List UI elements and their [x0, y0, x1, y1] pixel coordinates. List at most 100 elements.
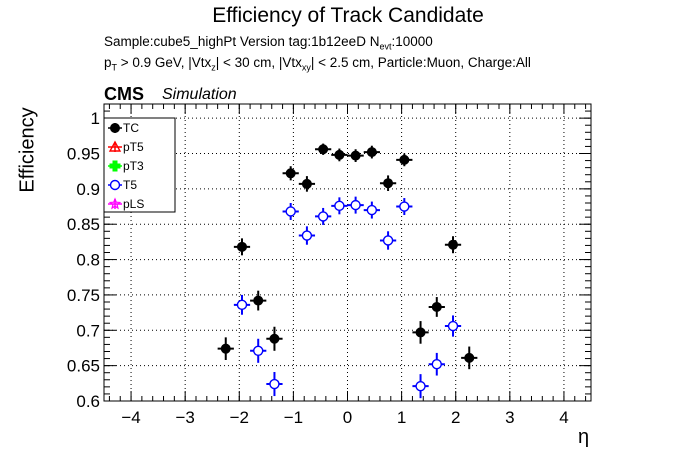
cut-z-sub: z	[211, 62, 216, 73]
x-tick-label: 2	[451, 408, 460, 427]
simulation-label: Simulation	[162, 86, 237, 103]
legend-label: pT5	[123, 140, 144, 154]
x-tick-label: −2	[230, 408, 249, 427]
x-axis-label: η	[578, 426, 590, 448]
data-point	[266, 326, 283, 351]
data-point	[428, 297, 445, 317]
x-tick-label: 3	[505, 408, 514, 427]
marker-T5	[334, 200, 345, 212]
data-point	[331, 148, 348, 162]
x-tick-label: −1	[284, 408, 303, 427]
marker-TC	[269, 333, 280, 344]
data-point	[444, 315, 462, 337]
marker-TC	[318, 144, 329, 155]
sample-info: Sample:cube5_highPt Version tag:1b12eeD …	[104, 34, 433, 52]
legend-marker	[110, 123, 120, 133]
y-tick-label: 0.7	[76, 321, 100, 340]
marker-TC	[236, 241, 247, 252]
marker-TC	[220, 343, 231, 354]
data-point	[315, 143, 332, 155]
data-point	[331, 197, 348, 215]
x-tick-label: 1	[397, 408, 406, 427]
marker-T5	[253, 345, 264, 356]
cms-label: CMS	[104, 84, 144, 104]
y-tick-label: 0.75	[67, 286, 100, 305]
cut-xy-sub: xy	[301, 62, 311, 73]
marker-TC	[464, 352, 475, 363]
data-point	[396, 153, 413, 167]
y-tick-label: 0.9	[76, 180, 100, 199]
data-point	[412, 321, 429, 344]
data-point	[282, 166, 299, 181]
series-T5	[233, 196, 462, 399]
legend-marker	[109, 179, 121, 191]
marker-T5	[399, 201, 410, 212]
data-point	[298, 176, 316, 192]
chart-title: Efficiency of Track Candidate	[212, 4, 484, 27]
marker-T5	[301, 230, 313, 241]
legend-marker	[109, 160, 121, 172]
marker-TC	[383, 178, 394, 189]
marker-TC	[415, 327, 426, 338]
marker-TC	[448, 239, 459, 250]
data-point	[461, 346, 478, 370]
data-point	[282, 203, 299, 220]
marker-T5	[431, 359, 442, 370]
marker-T5	[382, 235, 394, 246]
marker-T5	[447, 320, 459, 332]
legend-label: T5	[123, 178, 137, 192]
cut-part2: | < 30 cm, |Vtx	[215, 55, 302, 70]
legend-label: TC	[123, 121, 139, 135]
data-point	[347, 149, 364, 162]
x-tick-label: −3	[175, 408, 194, 427]
data-point	[363, 145, 380, 159]
data-point	[250, 290, 267, 311]
data-point	[428, 352, 445, 376]
marker-TC	[431, 301, 442, 312]
y-tick-label: 1	[91, 109, 100, 128]
x-tick-label: −4	[121, 408, 140, 427]
y-tick-label: 0.85	[67, 215, 100, 234]
nevt-subscript: evt	[379, 41, 392, 52]
data-points	[217, 143, 478, 399]
data-point	[379, 175, 397, 191]
data-point	[347, 196, 364, 214]
legend-entry-pT5: pT5	[108, 140, 144, 154]
sample-text: Sample:cube5_highPt Version tag:1b12eeD …	[104, 34, 380, 49]
legend-label: pLS	[123, 197, 144, 211]
marker-TC	[350, 150, 361, 161]
marker-TC	[366, 147, 377, 158]
y-tick-label: 0.8	[76, 251, 100, 270]
marker-TC	[253, 295, 264, 306]
legend-marker	[108, 140, 122, 152]
marker-TC	[334, 149, 345, 160]
data-point	[379, 231, 397, 250]
marker-T5	[415, 380, 426, 392]
y-tick-label: 0.95	[67, 145, 100, 164]
legend: TC pT5 pT3 T5 pLS	[103, 117, 176, 213]
marker-TC	[301, 178, 312, 189]
data-point	[363, 201, 380, 219]
data-point	[250, 338, 267, 363]
cut-p-sub: T	[111, 62, 118, 73]
legend-entry-pLS: pLS	[108, 197, 144, 211]
data-point	[444, 236, 462, 254]
marker-T5	[366, 204, 378, 216]
legend-entry-T5: T5	[108, 178, 137, 192]
marker-TC	[285, 168, 296, 179]
legend-entry-pT3: pT3	[108, 159, 144, 173]
cut-p: p	[104, 55, 112, 70]
data-point	[217, 337, 234, 360]
x-tick-label: 4	[559, 408, 568, 427]
marker-T5	[317, 211, 329, 222]
series-TC	[217, 143, 478, 370]
cut-part1: > 0.9 GeV, |Vtx	[117, 55, 212, 70]
data-point	[266, 372, 283, 397]
marker-T5	[350, 199, 361, 211]
data-point	[233, 238, 251, 256]
legend-entry-TC: TC	[108, 121, 139, 135]
marker-T5	[269, 378, 280, 390]
axes: −4 −3 −2 −1 0 1 2 3 4 0.6 0.65 0.7 0.75 0.8 0.85 0.9 0.9…	[67, 103, 592, 427]
data-point	[233, 294, 251, 315]
